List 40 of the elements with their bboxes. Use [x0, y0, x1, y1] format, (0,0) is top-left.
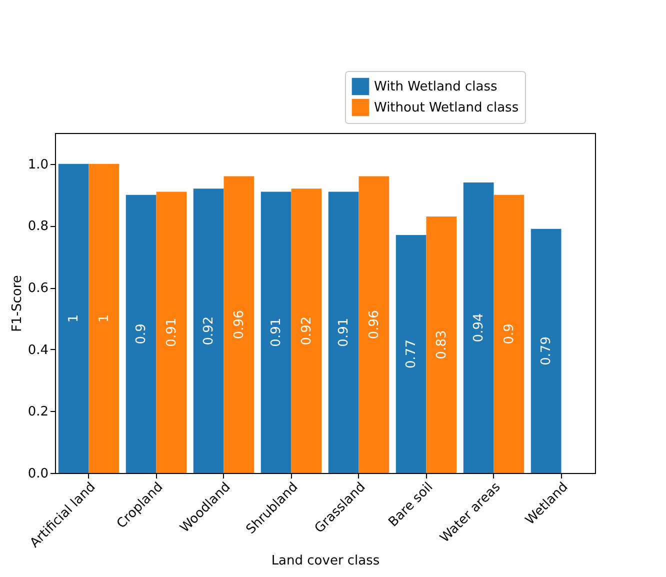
data-label: 0.94	[472, 313, 487, 342]
bar	[260, 192, 292, 473]
bar	[193, 188, 224, 473]
bar	[224, 176, 254, 473]
data-label: 0.92	[202, 316, 217, 346]
data-label: 0.96	[366, 310, 382, 340]
data-label: 0.91	[269, 318, 284, 347]
x-axis-title: Land cover class	[271, 553, 380, 568]
y-tick-label: 0.6	[28, 281, 48, 296]
y-tick-label: 0.2	[28, 404, 48, 420]
bar	[328, 192, 359, 473]
y-tick-label: 0.0	[28, 466, 48, 482]
bar	[530, 228, 562, 473]
legend-label: Without Wetland class	[374, 100, 519, 116]
bar	[396, 235, 426, 473]
bar	[426, 216, 457, 473]
bar	[58, 164, 89, 473]
y-tick-label: 0.4	[28, 342, 48, 358]
data-label: 1	[66, 314, 82, 323]
data-label: 1	[96, 314, 112, 323]
data-label: 0.91	[336, 318, 352, 347]
data-label: 0.9	[134, 324, 150, 344]
data-label: 0.92	[299, 316, 314, 346]
data-label: 0.83	[434, 330, 450, 360]
data-label: 0.79	[539, 336, 554, 366]
bar	[156, 192, 187, 473]
bar	[126, 194, 156, 473]
data-label: 0.77	[404, 340, 420, 368]
data-label: 0.96	[232, 310, 247, 340]
bar	[88, 164, 120, 473]
y-tick-label: 1.0	[28, 157, 48, 172]
bar	[358, 176, 390, 473]
y-axis-title: F1-Score	[10, 275, 25, 332]
data-label: 0.91	[164, 318, 180, 347]
legend-label: With Wetland class	[374, 80, 498, 94]
bar	[494, 194, 524, 473]
data-label: 0.9	[502, 324, 517, 344]
bar	[463, 182, 494, 473]
bar	[291, 188, 322, 473]
y-tick-label: 0.8	[28, 219, 48, 234]
